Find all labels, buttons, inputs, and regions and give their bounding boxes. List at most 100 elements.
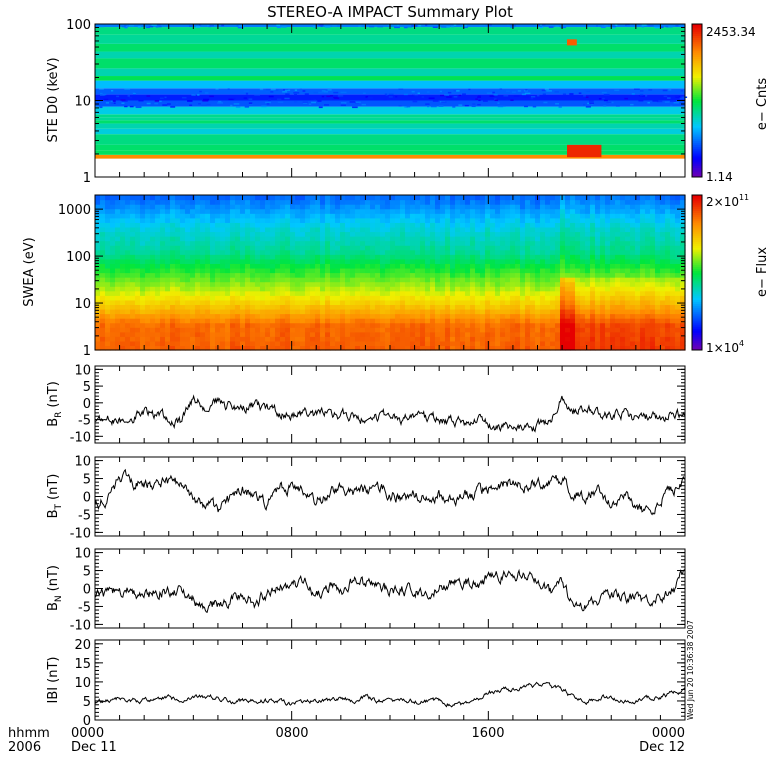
swea-cell xyxy=(325,318,331,324)
swea-cell xyxy=(125,222,131,228)
swea-cell xyxy=(95,313,101,319)
swea-cell xyxy=(450,245,456,251)
swea-cell xyxy=(295,272,301,278)
swea-cell xyxy=(205,222,211,228)
swea-cell xyxy=(195,308,201,315)
swea-cell xyxy=(170,236,176,242)
swea-cell xyxy=(125,263,131,269)
swea-cell xyxy=(280,231,286,237)
colorbar-segment xyxy=(692,35,702,38)
swea-cell xyxy=(95,249,101,255)
swea-cell xyxy=(165,254,171,260)
swea-cell xyxy=(605,281,611,287)
swea-cell xyxy=(610,249,616,255)
swea-cell xyxy=(95,318,101,324)
swea-cell xyxy=(465,204,471,210)
ste-noise-speck xyxy=(124,25,127,27)
swea-cell xyxy=(360,340,366,347)
swea-cell xyxy=(565,286,571,292)
ste-noise-speck xyxy=(477,95,481,97)
swea-cell xyxy=(335,208,341,214)
swea-cell xyxy=(170,195,176,201)
swea-cell xyxy=(645,340,651,347)
swea-cell xyxy=(380,318,386,324)
swea-cell xyxy=(680,254,686,260)
swea-cell xyxy=(515,254,521,260)
swea-cell xyxy=(450,318,456,324)
swea-cell xyxy=(625,240,631,246)
colorbar-segment xyxy=(692,338,702,341)
swea-cell xyxy=(145,299,151,306)
swea-cell xyxy=(95,217,101,223)
ste-noise-speck xyxy=(217,102,224,104)
swea-cell xyxy=(340,195,346,201)
swea-cell xyxy=(400,213,406,219)
swea-cell xyxy=(430,322,436,328)
ste-noise-speck xyxy=(121,100,128,102)
swea-cell xyxy=(180,236,186,242)
swea-cell xyxy=(570,345,576,351)
br-y-label-symbol: B xyxy=(46,418,61,427)
swea-cell xyxy=(295,318,301,324)
swea-cell xyxy=(290,336,296,342)
swea-cell xyxy=(515,272,521,278)
ste-noise-speck xyxy=(603,93,610,96)
swea-cell xyxy=(670,340,676,347)
swea-cell xyxy=(240,272,246,278)
swea-cell xyxy=(300,199,306,205)
swea-cell xyxy=(485,313,491,319)
ste-noise-speck xyxy=(135,106,142,109)
swea-cell xyxy=(380,231,386,237)
swea-cell xyxy=(440,290,446,296)
swea-cell xyxy=(165,299,171,306)
swea-cell xyxy=(635,313,641,319)
swea-cell xyxy=(565,199,571,205)
swea-cell xyxy=(680,240,686,246)
swea-cell xyxy=(650,295,656,301)
swea-cell xyxy=(140,236,146,242)
swea-cell xyxy=(385,304,391,310)
swea-cell xyxy=(645,308,651,315)
swea-cell xyxy=(185,340,191,347)
swea-cell xyxy=(220,245,226,251)
swea-cell xyxy=(210,195,216,201)
swea-cell xyxy=(315,254,321,260)
swea-cell xyxy=(415,327,421,333)
swea-cell xyxy=(680,277,686,283)
swea-cell xyxy=(350,308,356,315)
swea-cell xyxy=(300,236,306,242)
swea-cell xyxy=(375,290,381,296)
swea-cell xyxy=(340,299,346,306)
swea-cell xyxy=(595,267,601,274)
swea-cell xyxy=(530,217,536,223)
swea-cell xyxy=(440,208,446,214)
swea-cell xyxy=(405,322,411,328)
colorbar-segment xyxy=(692,24,702,27)
swea-cell xyxy=(460,313,466,319)
swea-cell xyxy=(435,208,441,214)
swea-cell xyxy=(125,272,131,278)
swea-cell xyxy=(615,286,621,292)
swea-cell xyxy=(585,299,591,306)
swea-cell xyxy=(285,263,291,269)
swea-cell xyxy=(505,236,511,242)
swea-cell xyxy=(465,286,471,292)
colorbar-segment xyxy=(692,133,702,136)
swea-cell xyxy=(525,295,531,301)
swea-cell xyxy=(675,226,681,233)
swea-cell xyxy=(415,340,421,347)
swea-cell xyxy=(545,322,551,328)
swea-cell xyxy=(590,258,596,264)
swea-cell xyxy=(615,295,621,301)
swea-cell xyxy=(260,286,266,292)
ste-noise-speck xyxy=(656,100,663,103)
swea-cell xyxy=(275,254,281,260)
swea-cell xyxy=(110,222,116,228)
swea-cell xyxy=(620,299,626,306)
swea-cell xyxy=(490,240,496,246)
swea-cell xyxy=(390,340,396,347)
swea-cell xyxy=(300,249,306,255)
swea-cell xyxy=(365,277,371,283)
swea-cell xyxy=(655,340,661,347)
swea-cell xyxy=(495,240,501,246)
